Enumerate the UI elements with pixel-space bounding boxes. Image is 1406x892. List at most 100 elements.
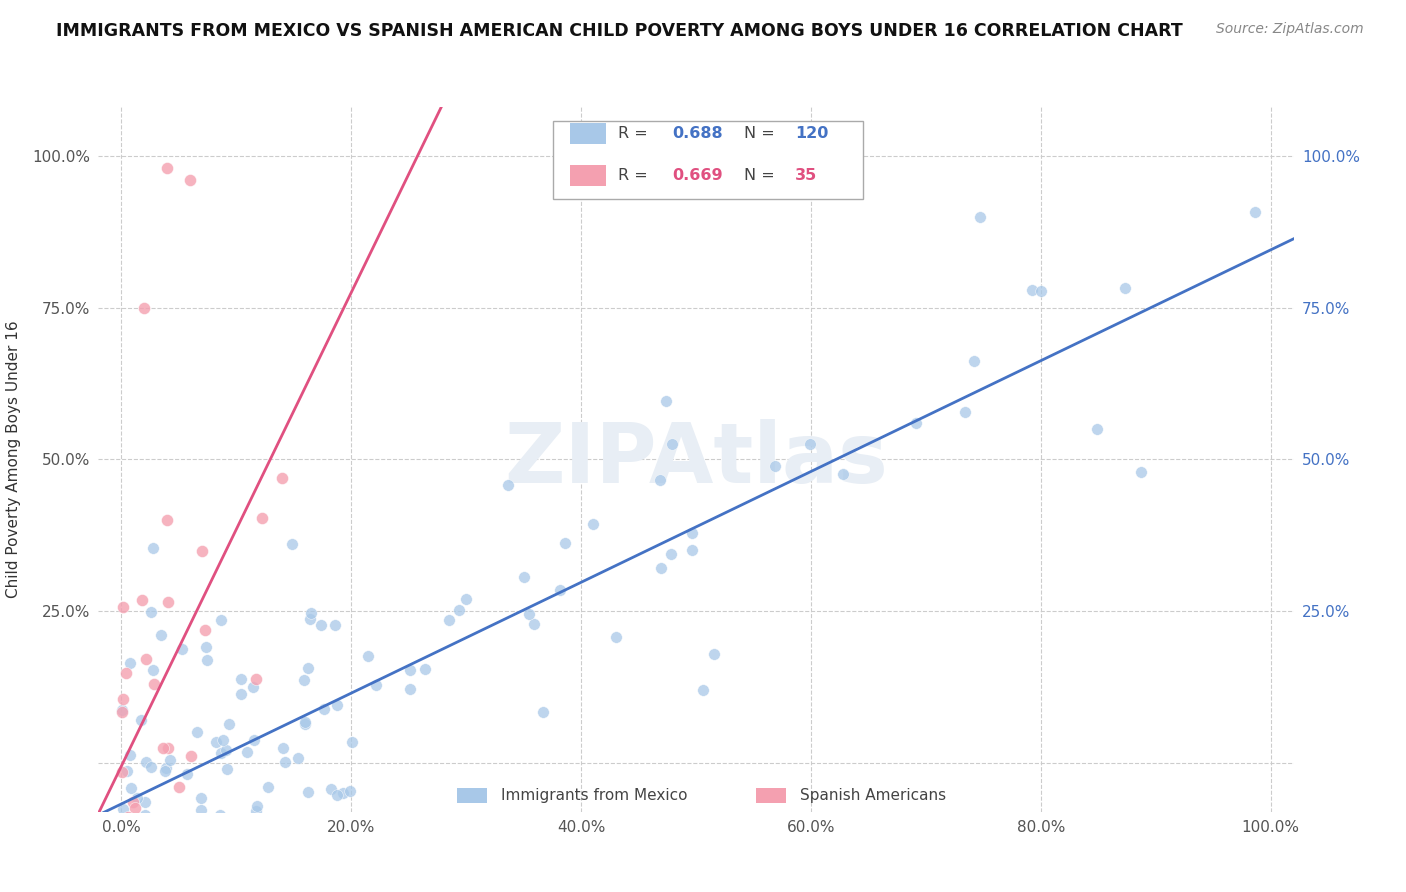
Point: [246, 798, 269, 813]
FancyBboxPatch shape: [553, 121, 863, 199]
Point: [554, 536, 576, 550]
Point: [648, 474, 671, 488]
Point: [111, 802, 134, 816]
Point: [581, 516, 603, 531]
Point: [969, 210, 991, 224]
Point: [118, 656, 141, 670]
Point: [277, 868, 299, 882]
Text: R =: R =: [619, 126, 648, 141]
Point: [763, 459, 786, 474]
Point: [190, 790, 212, 805]
Point: [309, 618, 332, 632]
Point: [159, 753, 181, 767]
Point: [799, 437, 821, 451]
Point: [270, 471, 292, 485]
Y-axis label: Child Poverty Among Boys Under 16: Child Poverty Among Boys Under 16: [6, 320, 21, 599]
Point: [650, 561, 672, 575]
Point: [194, 623, 217, 637]
Point: [321, 781, 343, 796]
Point: [195, 653, 218, 667]
Bar: [756, 788, 786, 804]
Point: [1021, 283, 1043, 297]
Point: [366, 678, 388, 692]
Point: [129, 819, 152, 833]
Text: N =: N =: [744, 126, 775, 141]
Point: [605, 630, 627, 644]
Point: [122, 795, 145, 809]
Point: [170, 642, 193, 657]
Point: [243, 813, 266, 827]
Point: [190, 803, 212, 817]
Point: [125, 790, 148, 805]
Point: [953, 405, 976, 419]
Point: [146, 842, 169, 856]
Point: [152, 740, 174, 755]
Point: [299, 612, 322, 626]
Point: [231, 687, 253, 701]
Point: [297, 661, 319, 675]
Point: [173, 840, 195, 855]
Point: [117, 835, 139, 849]
Point: [415, 662, 437, 676]
Point: [280, 537, 302, 551]
Point: [117, 810, 139, 824]
Point: [156, 513, 179, 527]
Point: [297, 785, 319, 799]
Point: [112, 843, 135, 857]
Point: [211, 733, 233, 747]
Point: [904, 416, 927, 430]
Bar: [571, 165, 606, 186]
Point: [245, 672, 267, 686]
Point: [139, 815, 162, 830]
Point: [215, 762, 238, 776]
Point: [1087, 422, 1109, 436]
Point: [169, 847, 191, 861]
Point: [125, 849, 148, 863]
Point: [112, 599, 135, 614]
Point: [118, 748, 141, 763]
Point: [186, 724, 208, 739]
Bar: [457, 788, 486, 804]
Point: [155, 761, 177, 775]
Point: [215, 743, 238, 757]
Point: [312, 702, 335, 716]
Point: [681, 525, 703, 540]
Point: [513, 570, 536, 584]
Point: [1244, 205, 1267, 219]
Point: [399, 681, 422, 696]
Point: [496, 478, 519, 492]
Bar: [571, 122, 606, 144]
Text: 0.669: 0.669: [672, 168, 723, 183]
Point: [659, 547, 682, 561]
Point: [112, 817, 135, 831]
Point: [209, 613, 232, 627]
Point: [299, 606, 322, 620]
Point: [114, 872, 136, 887]
Point: [124, 801, 146, 815]
Point: [294, 717, 316, 731]
Point: [142, 663, 165, 677]
Point: [120, 780, 142, 795]
Point: [214, 855, 236, 870]
Point: [243, 732, 266, 747]
Point: [111, 764, 134, 779]
Point: [326, 698, 349, 712]
Point: [531, 705, 554, 719]
Point: [357, 648, 380, 663]
Point: [135, 755, 157, 769]
Point: [218, 717, 240, 731]
Text: 35: 35: [796, 168, 817, 183]
Text: Source: ZipAtlas.com: Source: ZipAtlas.com: [1216, 22, 1364, 37]
Point: [399, 663, 422, 677]
Point: [179, 173, 201, 187]
Point: [191, 543, 214, 558]
Text: Immigrants from Mexico: Immigrants from Mexico: [501, 788, 688, 803]
Point: [831, 467, 853, 481]
Point: [139, 760, 162, 774]
Point: [236, 745, 259, 759]
Text: ZIPAtlas: ZIPAtlas: [503, 419, 889, 500]
Point: [963, 354, 986, 368]
Point: [115, 764, 138, 779]
Point: [242, 680, 264, 694]
Point: [256, 780, 278, 794]
